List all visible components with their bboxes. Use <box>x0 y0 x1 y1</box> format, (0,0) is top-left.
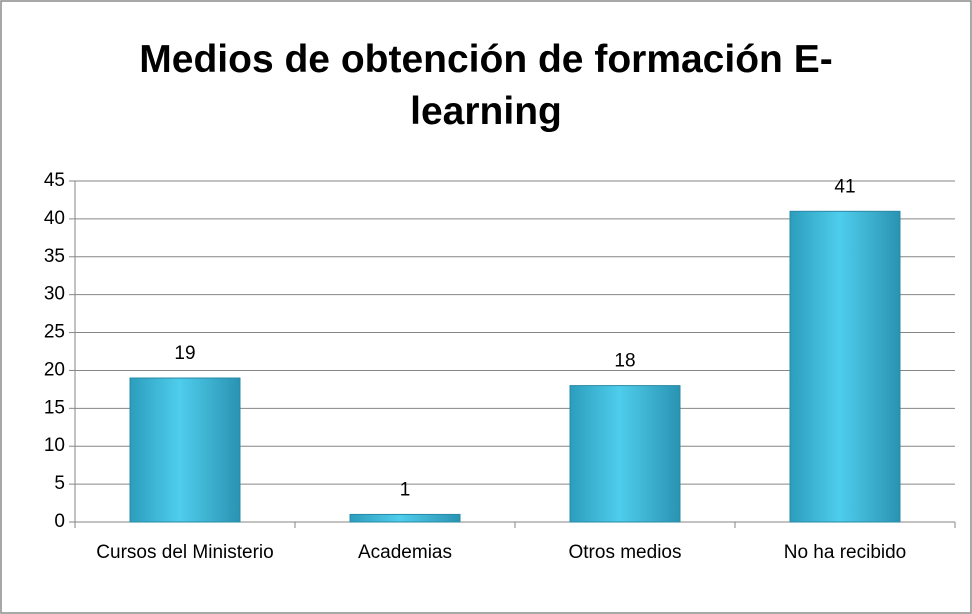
x-tick-label: Academias <box>358 542 452 563</box>
bar <box>789 210 901 523</box>
data-label: 1 <box>400 479 411 500</box>
y-tick-label: 35 <box>44 246 65 267</box>
y-tick-label: 45 <box>44 170 65 191</box>
x-tick-label: Otros medios <box>568 542 682 563</box>
data-label: 18 <box>614 351 635 372</box>
y-tick-label: 40 <box>44 208 65 229</box>
data-label: 19 <box>174 343 195 364</box>
y-tick-label: 15 <box>44 397 65 418</box>
y-tick-label: 5 <box>54 473 65 494</box>
bar <box>349 513 461 523</box>
y-tick-label: 10 <box>44 435 65 456</box>
y-tick-label: 0 <box>54 511 65 532</box>
y-tick-label: 30 <box>44 284 65 305</box>
y-tick-label: 20 <box>44 359 65 380</box>
chart-title: Medios de obtención de formación E-learn… <box>139 38 833 133</box>
data-label: 41 <box>834 176 855 197</box>
y-tick-label: 25 <box>44 322 65 343</box>
bar <box>569 385 681 523</box>
bar <box>129 377 241 523</box>
x-tick-label: No ha recibido <box>783 542 907 563</box>
x-tick-label: Cursos del Ministerio <box>96 542 274 563</box>
